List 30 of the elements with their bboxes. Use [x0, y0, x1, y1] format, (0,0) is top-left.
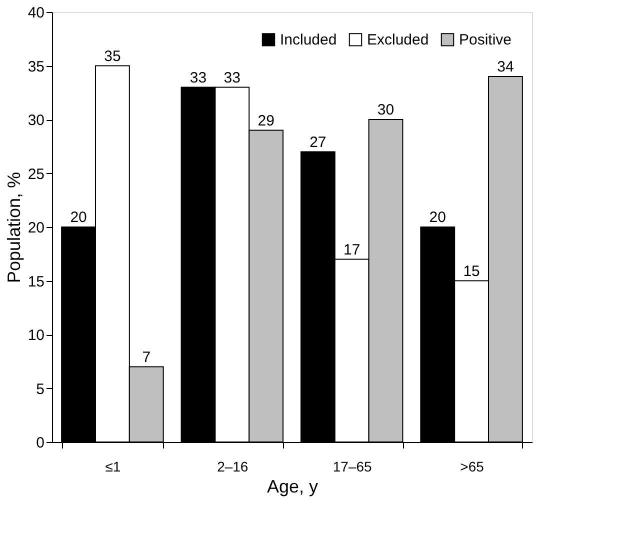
data-label: 15	[463, 262, 480, 280]
legend-label: Excluded	[367, 32, 429, 49]
legend-label: Included	[280, 32, 337, 49]
y-tick-label: 20	[28, 220, 44, 236]
data-label: 7	[142, 348, 151, 366]
y-tick-label: 10	[28, 327, 44, 344]
data-label: 33	[224, 69, 240, 86]
data-label: 17	[344, 241, 360, 258]
data-label: 35	[104, 48, 121, 65]
data-label: 29	[258, 112, 274, 130]
x-tick-label: 2–16	[217, 458, 248, 474]
x-tick-label: 17–65	[332, 458, 372, 474]
y-tick-label: 35	[28, 58, 44, 76]
y-axis-title: Population, %	[4, 172, 24, 284]
legend-label: Positive	[459, 32, 512, 49]
y-tick-label: 5	[36, 380, 44, 398]
y-tick-label: 40	[28, 4, 44, 22]
y-tick-label: 25	[28, 166, 44, 183]
x-tick-label: >65	[460, 458, 484, 474]
data-label: 30	[377, 102, 394, 118]
data-label: 33	[190, 69, 207, 86]
data-label: 20	[429, 209, 446, 226]
y-tick-label: 15	[28, 273, 44, 290]
data-label: 34	[497, 58, 514, 76]
data-label: 20	[70, 209, 87, 226]
data-label: 27	[310, 134, 326, 151]
x-axis-title: Age, y	[266, 476, 318, 496]
x-tick-label: ≤1	[105, 458, 121, 474]
y-tick-label: 0	[36, 434, 44, 452]
y-tick-label: 30	[28, 112, 44, 129]
